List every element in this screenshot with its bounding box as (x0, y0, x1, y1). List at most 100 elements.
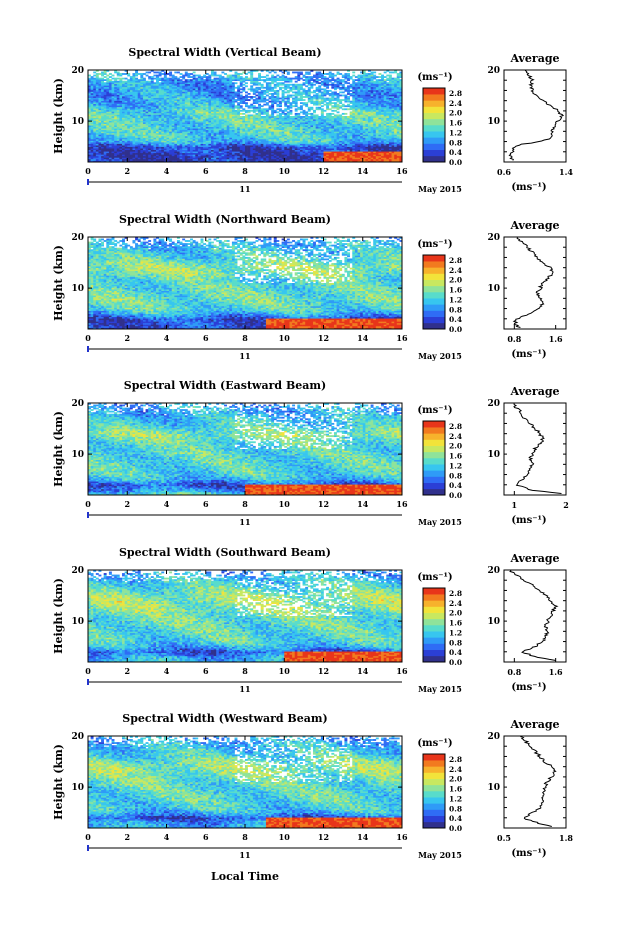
heatmap-cell (324, 104, 327, 106)
heatmap-cell (295, 108, 298, 110)
heatmap-cell (242, 108, 245, 110)
heatmap-cell (240, 105, 243, 107)
heatmap-cell (261, 108, 264, 110)
heatmap-cell (263, 116, 266, 118)
heatmap-cell (316, 107, 319, 109)
heatmap-cell (279, 98, 282, 100)
heatmap-cell (318, 116, 321, 118)
heatmap-cell (350, 101, 353, 103)
heatmap-cell (263, 108, 266, 110)
heatmap-cell (339, 105, 342, 107)
heatmap-cell (313, 114, 316, 116)
heatmap-cell (287, 105, 290, 107)
heatmap-cell (308, 113, 311, 115)
heatmap-cell (297, 113, 300, 115)
heatmap-cell (331, 105, 334, 107)
heatmap-cell (334, 110, 337, 112)
heatmap-cell (342, 116, 345, 118)
heatmap-cell (292, 105, 295, 107)
heatmap-cell (276, 114, 279, 116)
heatmap-cell (250, 114, 253, 116)
heatmap-cell (269, 105, 272, 107)
heatmap-cell (266, 99, 269, 101)
heatmap-cell (308, 107, 311, 109)
heatmap-cell (326, 98, 329, 100)
heatmap-cell (240, 110, 243, 112)
heatmap-cell (274, 110, 277, 112)
heatmap-cell (276, 111, 279, 113)
heatmap-cell (331, 102, 334, 104)
heatmap-cell (310, 107, 313, 109)
panel-0: Spectral Width (Vertical Beam)0 2 4 6 8 10 12 1… (52, 46, 573, 194)
heatmap-cell (342, 104, 345, 106)
heatmap-cell (248, 105, 251, 107)
heatmap-cell (347, 116, 350, 118)
heatmap-cell (274, 116, 277, 118)
heatmap-cell (329, 113, 332, 115)
heatmap-cell (253, 99, 256, 101)
heatmap-cell (235, 110, 238, 112)
heatmap-cell (237, 102, 240, 104)
heatmap-cell (289, 102, 292, 104)
heatmap-cell (324, 116, 327, 118)
heatmap-cell (310, 113, 313, 115)
heatmap-cell (305, 102, 308, 104)
heatmap-cell (300, 105, 303, 107)
heatmap-cell (347, 96, 350, 98)
heatmap-cell (284, 101, 287, 103)
heatmap-cell (235, 105, 238, 107)
heatmap-cell (331, 110, 334, 112)
heatmap-cell (269, 101, 272, 103)
heatmap-cell (318, 101, 321, 103)
heatmap-cell (329, 108, 332, 110)
heatmap-cell (350, 105, 353, 107)
heatmap-cell (242, 113, 245, 115)
heatmap-cell (295, 113, 298, 115)
heatmap-cell (313, 110, 316, 112)
heatmap-cell (248, 96, 251, 98)
heatmap-cell (300, 102, 303, 104)
heatmap-cell (253, 96, 256, 98)
heatmap-cell (347, 108, 350, 110)
heatmap-cell (250, 96, 253, 98)
heatmap-cell (284, 108, 287, 110)
heatmap-cell (342, 99, 345, 101)
heatmap-cell (300, 116, 303, 118)
heatmap-cell (258, 104, 261, 106)
heatmap-cell (269, 114, 272, 116)
heatmap-cell (297, 98, 300, 100)
heatmap-cell (240, 116, 243, 118)
heatmap-cell (292, 98, 295, 100)
heatmap-cell (282, 116, 285, 118)
heatmap-cell (269, 96, 272, 98)
heatmap-cell (284, 113, 287, 115)
heatmap-cell (266, 108, 269, 110)
heatmap-cell (350, 111, 353, 113)
heatmap-cell (292, 116, 295, 118)
heatmap-cell (250, 104, 253, 106)
heatmap-cell (329, 98, 332, 100)
heatmap-cell (337, 104, 340, 106)
heatmap-cell (303, 102, 306, 104)
heatmap-cell (331, 113, 334, 115)
heatmap-cell (321, 105, 324, 107)
heatmap-cell (342, 108, 345, 110)
heatmap-cell (316, 114, 319, 116)
heatmap-cell (337, 114, 340, 116)
heatmap-cell (255, 107, 258, 109)
heatmap-cell (339, 99, 342, 101)
heatmap-cell (248, 99, 251, 101)
heatmap-cell (276, 104, 279, 106)
heatmap-cell (248, 110, 251, 112)
heatmap-cell (248, 114, 251, 116)
heatmap-cell (344, 116, 347, 118)
heatmap-cell (300, 111, 303, 113)
heatmap-cell (263, 104, 266, 106)
heatmap-cell (261, 105, 264, 107)
heatmap-cell (303, 110, 306, 112)
heatmap-cell (284, 96, 287, 98)
heatmap-cell (279, 101, 282, 103)
heatmap-cell (334, 114, 337, 116)
heatmap-cell (266, 102, 269, 104)
